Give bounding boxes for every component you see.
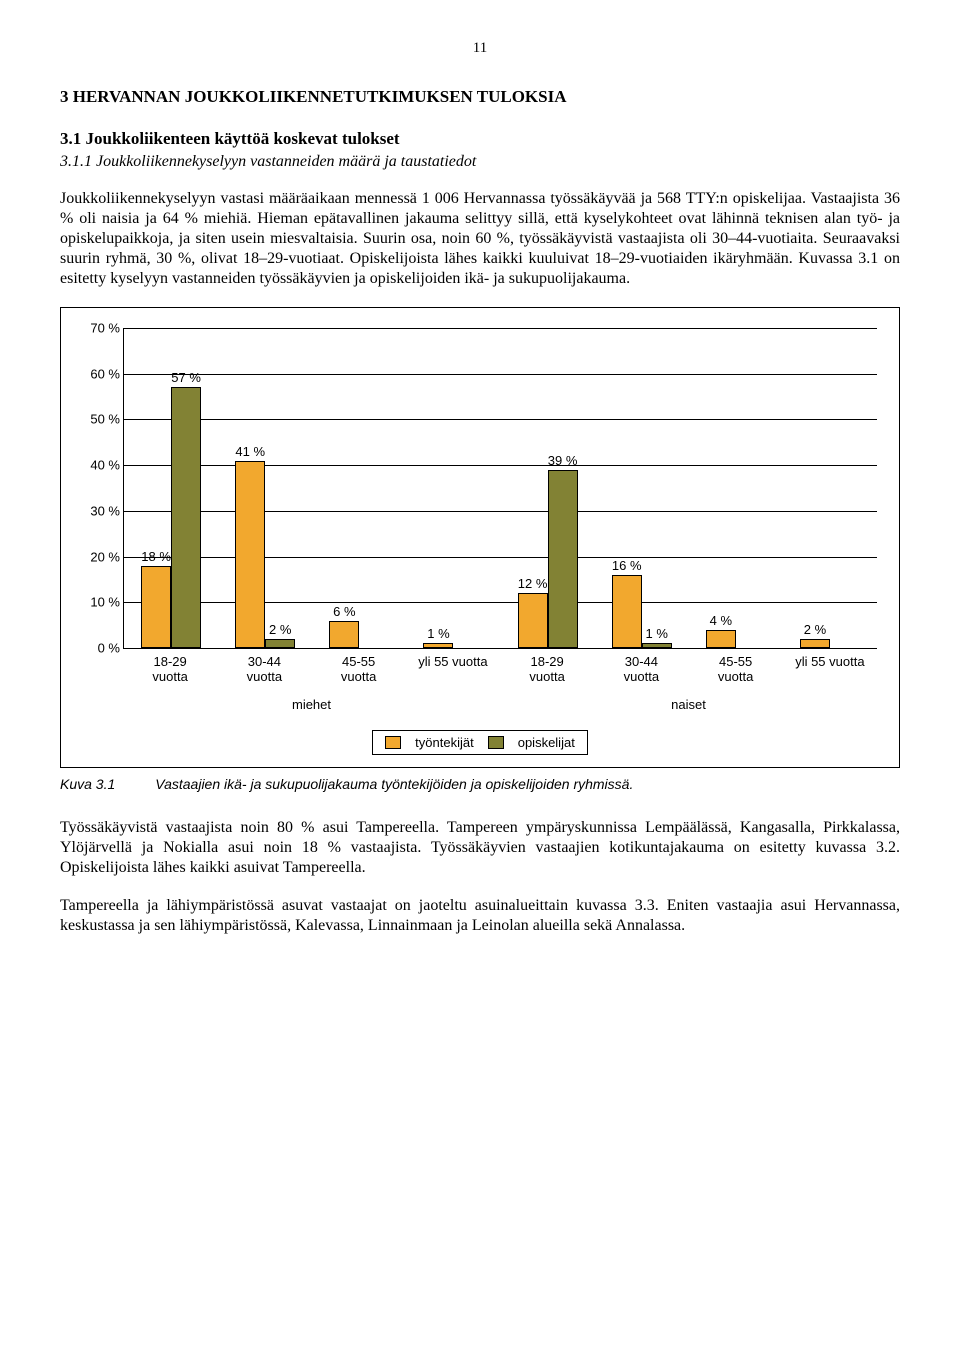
legend-swatch <box>385 736 401 749</box>
bar: 18 % <box>141 566 171 648</box>
bar: 39 % <box>548 470 578 648</box>
x-axis-label: 18-29vuotta <box>500 655 594 685</box>
bar-group: 16 %1 % <box>595 328 689 648</box>
subsubsection-heading: 3.1.1 Joukkoliikennekyselyyn vastanneide… <box>60 153 900 171</box>
x-axis-label: 45-55vuotta <box>689 655 783 685</box>
y-tick-label: 50 % <box>80 412 120 427</box>
y-tick-label: 70 % <box>80 321 120 336</box>
bar-group: 18 %57 % <box>124 328 218 648</box>
paragraph-1: Joukkoliikennekyselyyn vastasi määräaika… <box>60 189 900 289</box>
x-axis-label: 45-55vuotta <box>312 655 406 685</box>
bar: 41 % <box>235 461 265 648</box>
bar-group: 12 %39 % <box>501 328 595 648</box>
bar-group: 4 % <box>689 328 783 648</box>
caption-label: Kuva 3.1 <box>60 776 115 792</box>
paragraph-2: Työssäkäyvistä vastaajista noin 80 % asu… <box>60 818 900 878</box>
bar: 12 % <box>518 593 548 648</box>
page-number: 11 <box>60 40 900 57</box>
bar-group: 41 %2 % <box>218 328 312 648</box>
bar-value-label: 1 % <box>427 626 449 641</box>
bar-group: 2 % <box>783 328 877 648</box>
x-group-label: naiset <box>500 697 877 712</box>
y-tick-label: 30 % <box>80 503 120 518</box>
bar: 16 % <box>612 575 642 648</box>
bar-value-label: 2 % <box>804 622 826 637</box>
bar-group: 6 % <box>312 328 406 648</box>
bar-value-label: 2 % <box>269 622 291 637</box>
bar: 57 % <box>171 387 201 648</box>
x-group-label: miehet <box>123 697 500 712</box>
chart-legend: työntekijät opiskelijat <box>372 730 588 755</box>
bar-group: 1 % <box>406 328 500 648</box>
bar-value-label: 39 % <box>548 453 578 468</box>
bar-value-label: 57 % <box>171 370 201 385</box>
paragraph-3: Tampereella ja lähiympäristössä asuvat v… <box>60 896 900 936</box>
y-tick-label: 60 % <box>80 366 120 381</box>
bar-value-label: 4 % <box>710 613 732 628</box>
bar-value-label: 16 % <box>612 558 642 573</box>
caption-text: Vastaajien ikä- ja sukupuolijakauma työn… <box>155 776 900 792</box>
section-heading: 3 HERVANNAN JOUKKOLIIKENNETUTKIMUKSEN TU… <box>60 87 900 107</box>
subsection-heading: 3.1 Joukkoliikenteen käyttöä koskevat tu… <box>60 129 900 149</box>
y-tick-label: 0 % <box>80 641 120 656</box>
bar: 2 % <box>800 639 830 648</box>
x-axis-label: 30-44vuotta <box>217 655 311 685</box>
legend-label: opiskelijat <box>518 735 575 750</box>
legend-label: työntekijät <box>415 735 474 750</box>
bar: 4 % <box>706 630 736 648</box>
y-tick-label: 20 % <box>80 549 120 564</box>
bar-value-label: 6 % <box>333 604 355 619</box>
bar: 2 % <box>265 639 295 648</box>
x-axis-label: 30-44vuotta <box>594 655 688 685</box>
bar-chart: 0 %10 %20 %30 %40 %50 %60 %70 %18 %57 %4… <box>60 307 900 768</box>
bar: 6 % <box>329 621 359 648</box>
bar-value-label: 18 % <box>141 549 171 564</box>
y-tick-label: 10 % <box>80 595 120 610</box>
bar-value-label: 41 % <box>235 444 265 459</box>
y-tick-label: 40 % <box>80 458 120 473</box>
x-axis-label: yli 55 vuotta <box>406 655 500 685</box>
bar: 1 % <box>423 643 453 648</box>
legend-swatch <box>488 736 504 749</box>
figure-caption: Kuva 3.1 Vastaajien ikä- ja sukupuolijak… <box>60 776 900 792</box>
bar-value-label: 12 % <box>518 576 548 591</box>
bar-value-label: 1 % <box>645 626 667 641</box>
bar: 1 % <box>642 643 672 648</box>
x-axis-label: yli 55 vuotta <box>783 655 877 685</box>
x-axis-label: 18-29vuotta <box>123 655 217 685</box>
